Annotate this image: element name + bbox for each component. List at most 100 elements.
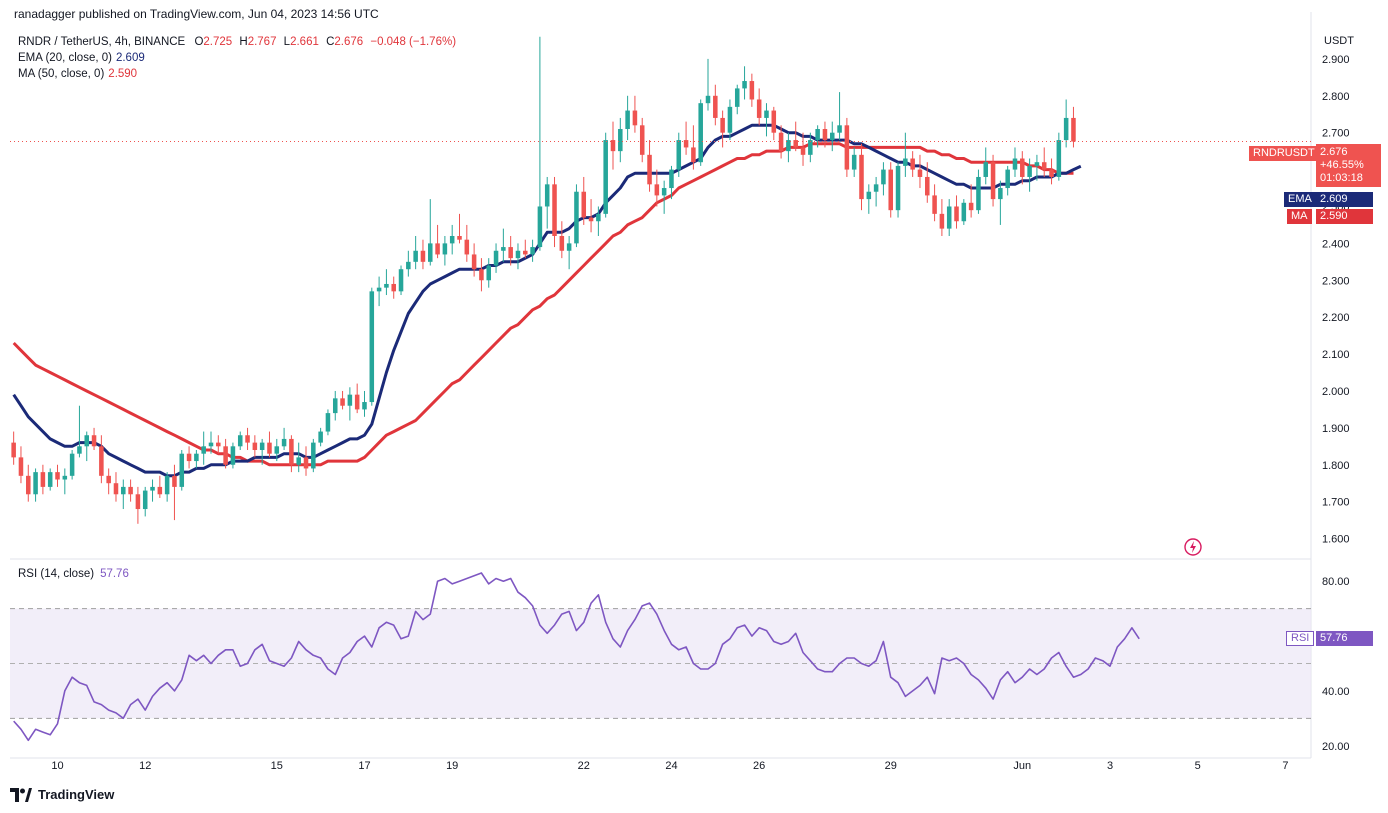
candle-body [654,184,660,196]
candle [464,224,470,262]
candle [457,213,462,244]
candle-body [289,438,294,465]
candle-body [479,269,484,281]
candle [515,243,521,270]
candle [274,438,280,462]
candle [910,151,915,177]
candle [632,95,638,133]
candle [91,427,97,450]
candle-body [983,162,989,177]
candle [698,99,703,166]
candle-body [406,261,411,270]
candle-body [252,442,258,450]
candle [661,180,667,214]
rsi-tag-value: 57.76 [1316,631,1373,646]
candle-body [559,236,565,251]
candle-body [691,147,696,163]
candle [625,95,630,141]
candle [84,431,90,462]
candle-body [822,129,828,141]
candle [808,132,813,163]
candle-body [40,472,46,487]
symbol-title[interactable]: RNDR / TetherUS, 4h, BINANCE [18,36,186,48]
candle-body [946,206,952,229]
candle [121,479,126,510]
candle [493,243,499,273]
price-tick-label: 1.900 [1322,423,1350,435]
time-tick-label: 22 [578,760,590,772]
candle-body [829,132,835,141]
footer-brand[interactable]: TradingView [10,787,114,802]
candle [815,125,820,148]
candle [347,387,353,421]
candle [925,162,930,203]
candle [449,224,455,255]
time-tick-label: 24 [665,760,677,772]
ma-tag-label: MA [1287,209,1312,224]
candle [1034,154,1040,181]
rsi-legend-label: RSI (14, close) [18,568,95,580]
candle-body [18,457,24,476]
candle [1063,99,1069,148]
candle [1071,106,1076,148]
candle-body [464,239,470,255]
candle-body [501,247,506,251]
candle-body [705,95,711,104]
candle [1056,132,1062,181]
close-label: C [326,36,335,48]
candle [1027,158,1032,192]
candle [793,121,798,152]
candle-body [647,154,652,185]
tradingview-logo-icon [10,787,32,802]
candle-body [413,250,418,262]
candle-body [55,472,60,480]
ma-legend[interactable]: MA (50, close, 0) 2.590 [18,68,137,80]
candle [954,195,959,229]
symbol-tag: RNDRUSDT [1249,146,1319,161]
candle [164,472,170,502]
ma-50-line [12,142,1074,467]
candle [881,162,886,196]
candle [435,224,440,259]
candle [113,472,119,502]
price-tag: 2.676 +46.55% 01:03:18 [1316,144,1381,187]
candle [289,435,294,473]
candle [683,121,689,155]
candle [259,438,265,465]
candle [1041,147,1047,177]
candle-body [939,213,945,229]
close-value: 2.676 [334,36,364,48]
time-tick-label: 10 [51,760,63,772]
candle-body [669,169,674,189]
candle-body [508,247,513,259]
lightning-icon[interactable] [1183,537,1203,557]
candle-body [859,154,864,200]
candle [135,486,141,524]
candle-body [515,250,521,259]
candle [420,239,426,270]
candle-body [281,438,287,447]
candle [552,176,557,248]
candle [362,390,367,417]
candle [18,446,24,484]
candle-body [618,129,623,152]
time-tick-label: 19 [446,760,458,772]
price-tick-label: 1.700 [1322,497,1350,509]
candle [1005,165,1010,196]
candle [530,239,535,262]
ema-legend-value: 2.609 [115,52,145,64]
candle-body [954,206,959,222]
rsi-legend[interactable]: RSI (14, close) 57.76 [18,568,129,580]
candle [77,405,82,458]
candle-body [844,125,850,170]
ema-legend[interactable]: EMA (20, close, 0) 2.609 [18,52,145,64]
candle-body [347,394,353,406]
candle-body [683,140,689,148]
candle-body [771,110,777,133]
candle-body [742,81,747,89]
candle [778,125,784,159]
candle [727,99,733,141]
candle-body [1056,140,1062,177]
candle-body [428,243,433,262]
